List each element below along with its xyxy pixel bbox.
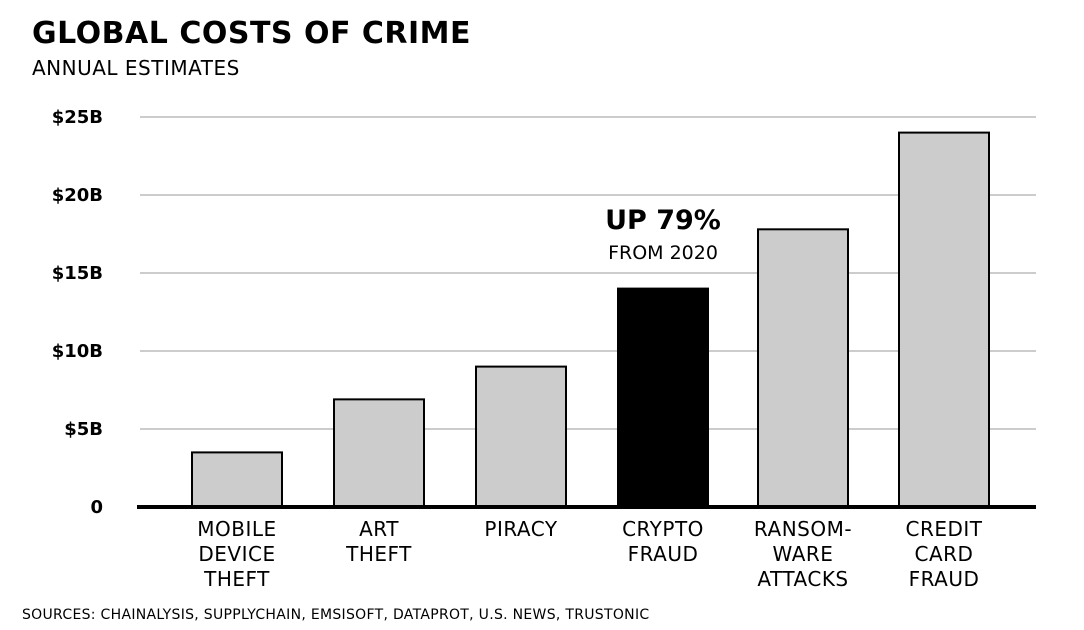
x-category-label: MOBILE DEVICE THEFT	[197, 517, 276, 591]
bar	[757, 228, 849, 508]
y-tick-label: $25B	[52, 107, 103, 128]
bar	[333, 398, 425, 508]
bars	[137, 131, 1036, 509]
x-category-label: CREDIT CARD FRAUD	[905, 517, 982, 591]
bar	[475, 365, 567, 508]
y-tick-label: $5B	[64, 419, 103, 440]
bar	[617, 287, 709, 508]
x-category-label: ART THEFT	[345, 517, 412, 566]
x-category-label: CRYPTO FRAUD	[622, 517, 704, 566]
y-tick-label: $10B	[52, 341, 103, 362]
y-tick-label: $15B	[52, 263, 103, 284]
x-category-label: PIRACY	[484, 517, 557, 541]
y-tick-label: $20B	[52, 185, 103, 206]
chart-title: GLOBAL COSTS OF CRIME	[32, 16, 472, 51]
chart-subtitle: ANNUAL ESTIMATES	[32, 56, 240, 80]
annotation-subline: FROM 2020	[608, 242, 718, 264]
annotation: UP 79% FROM 2020	[605, 205, 721, 264]
bar	[898, 131, 990, 508]
source-note: SOURCES: CHAINALYSIS, SUPPLYCHAIN, EMSIS…	[22, 607, 650, 623]
x-axis-category-labels: MOBILE DEVICE THEFT ART THEFT PIRACY CRYPTO FRA…	[197, 517, 982, 591]
y-axis-tick-labels: 0 $5B $10B $15B $20B $25B	[52, 107, 103, 518]
gridlines	[140, 116, 1036, 430]
y-tick-label: 0	[90, 497, 103, 518]
bar	[191, 451, 283, 508]
x-category-label: RANSOM-WARE ATTACKS	[754, 517, 852, 591]
annotation-headline: UP 79%	[605, 205, 721, 236]
